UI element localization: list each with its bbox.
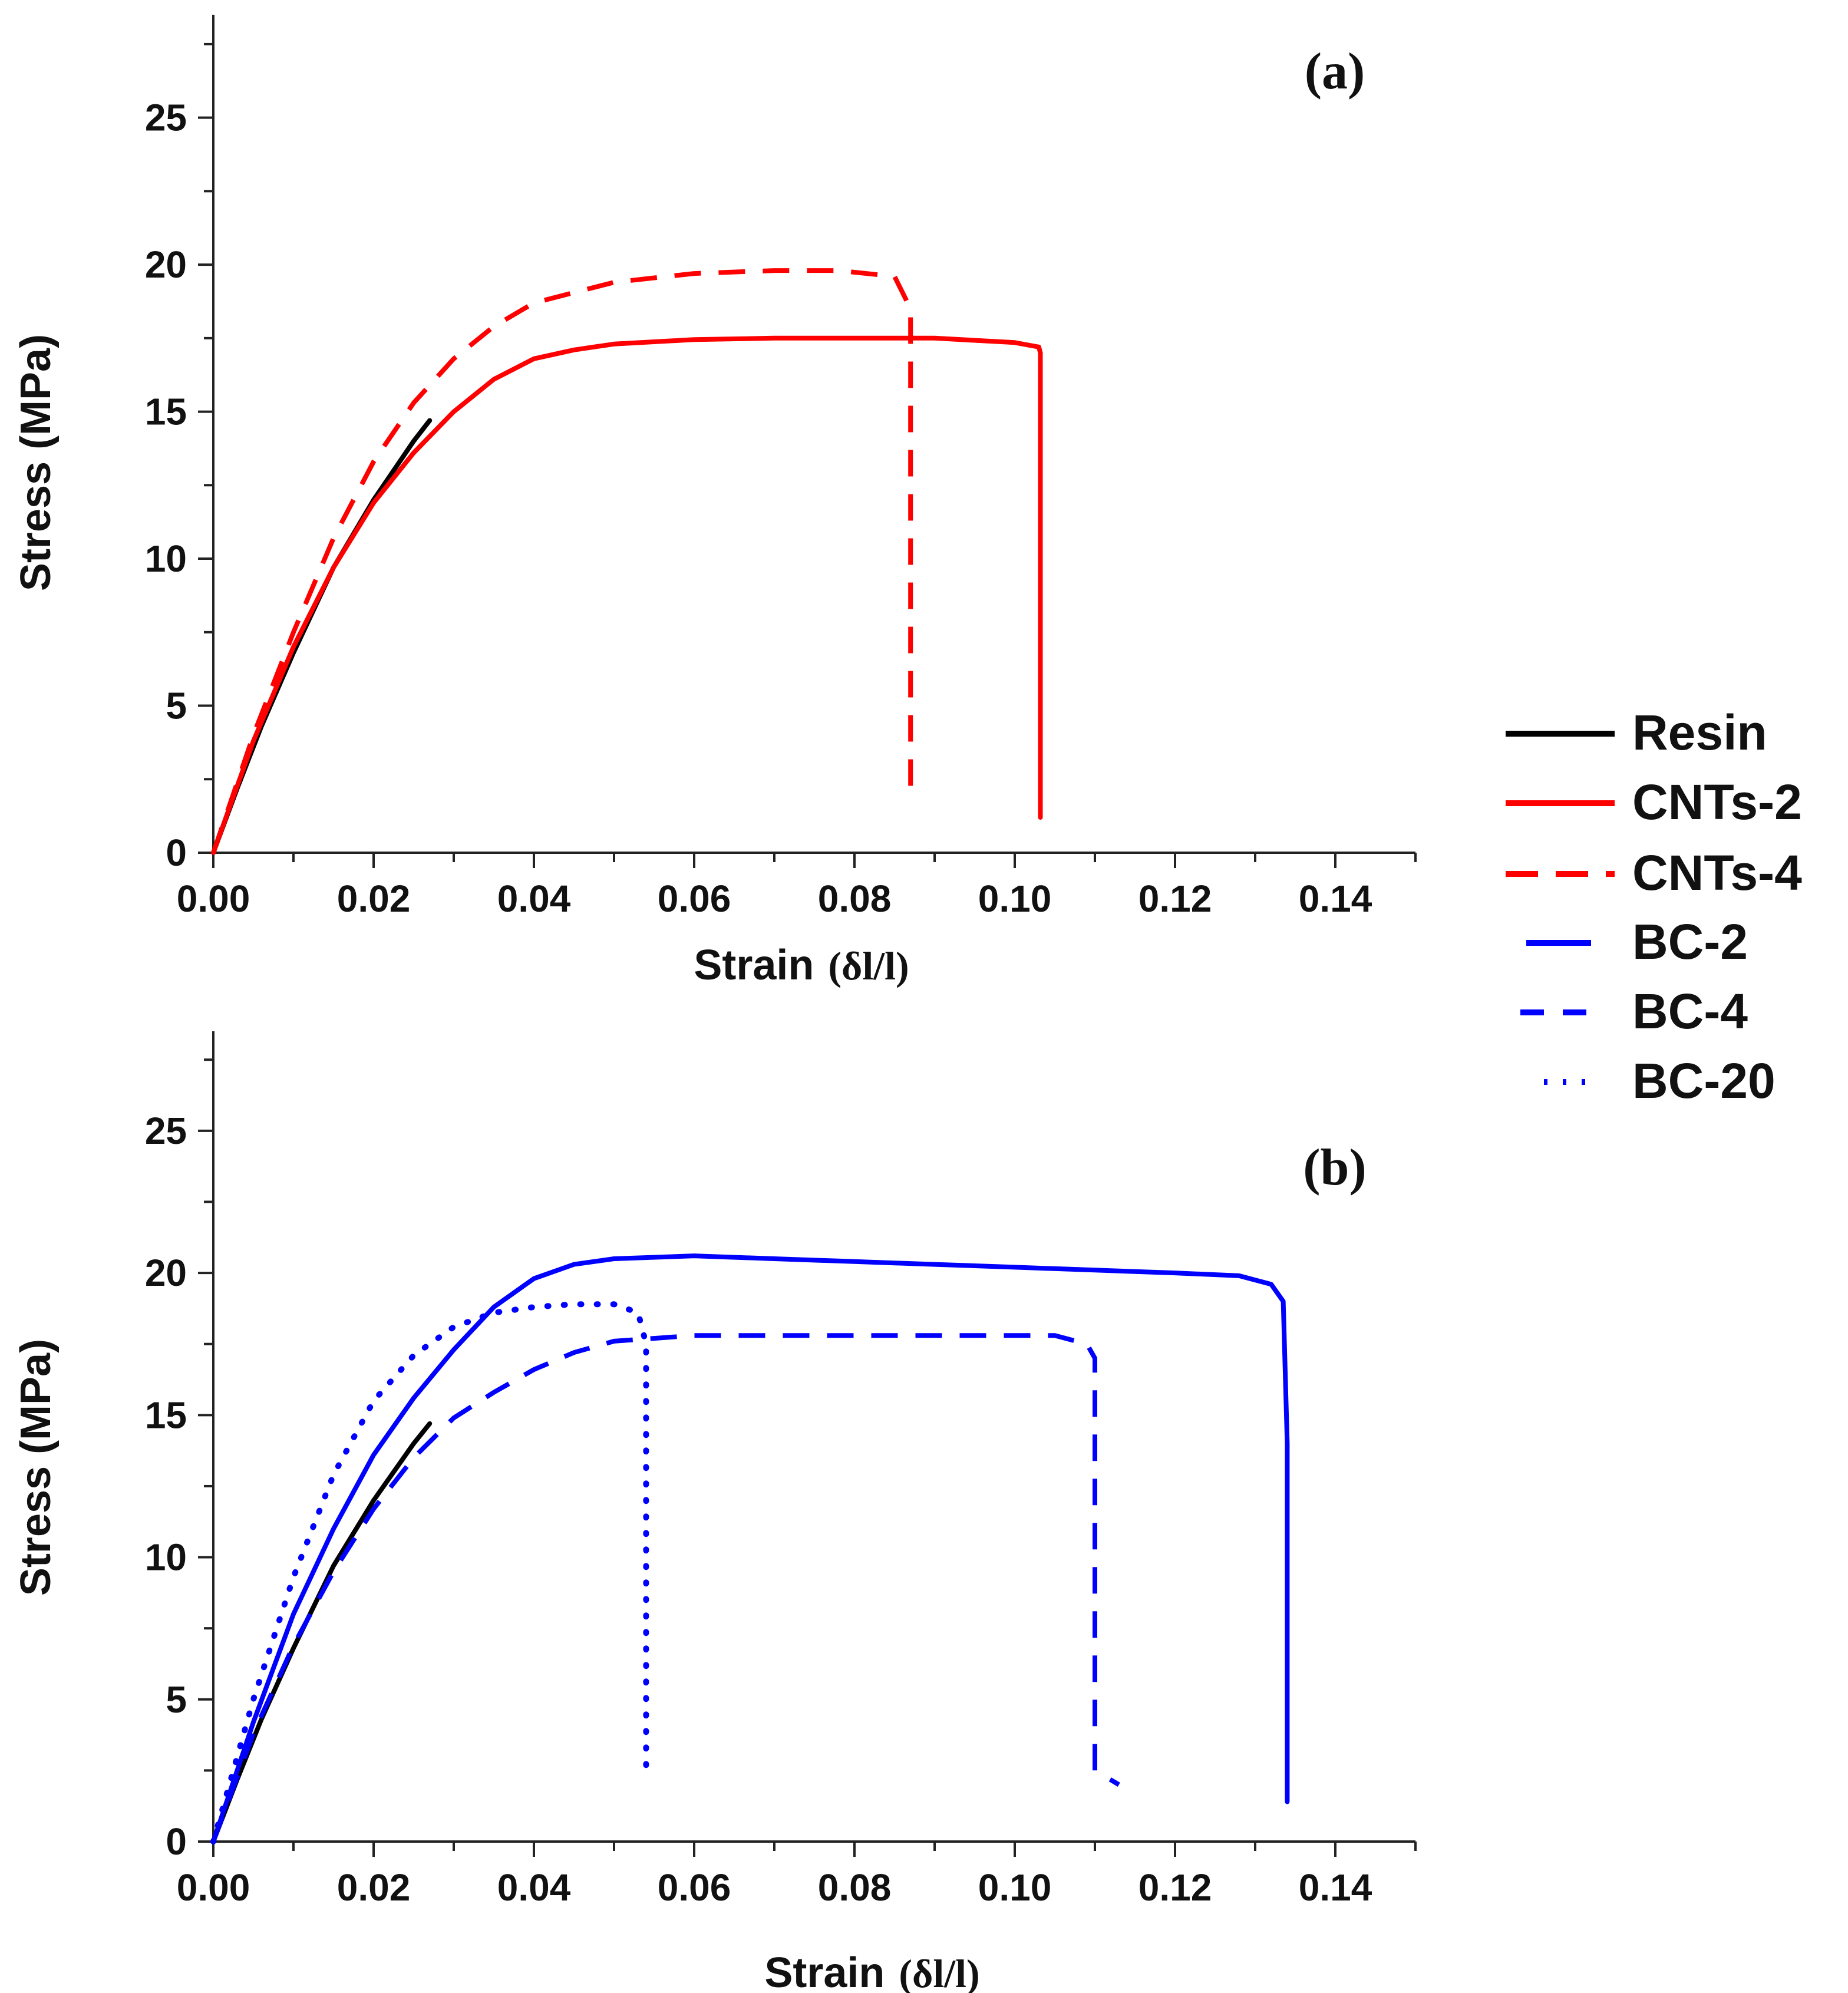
legend-item-resin: Resin bbox=[1506, 705, 1767, 760]
panel-a-y-tick-label: 20 bbox=[145, 243, 187, 286]
panel-a-x-tick-label: 0.00 bbox=[177, 877, 250, 920]
panel-b-series-resin bbox=[211, 1421, 433, 1844]
panel-b-x-tick-label: 0.10 bbox=[978, 1866, 1052, 1909]
legend-label-cnts-4: CNTs-4 bbox=[1632, 845, 1802, 900]
panel-a-xlabel-group: Strain (δl/l) bbox=[694, 942, 909, 989]
panel-b-series-bc-20 bbox=[210, 1301, 649, 1844]
panel-b-y-tick-label: 20 bbox=[145, 1252, 187, 1294]
panel-a-y-tick-label: 25 bbox=[145, 97, 187, 139]
legend-item-bc-2: BC-2 bbox=[1526, 914, 1748, 969]
panel-b-ylabel: Stress (MPa) bbox=[12, 1339, 60, 1596]
panel-a-x-tick-label: 0.04 bbox=[497, 877, 571, 920]
panel-b-y-tick-label: 25 bbox=[145, 1110, 187, 1152]
legend-label-resin: Resin bbox=[1632, 705, 1767, 760]
legend-item-cnts-2: CNTs-2 bbox=[1506, 774, 1802, 830]
panel-a-x-tick-label: 0.12 bbox=[1138, 877, 1212, 920]
panel-a-label: (a) bbox=[1305, 43, 1365, 100]
panel-b-xlabel-unit: (δl/l) bbox=[899, 1951, 979, 1993]
panel-a-x-tick-label: 0.02 bbox=[337, 877, 411, 920]
panel-a-x-tick-label: 0.10 bbox=[978, 877, 1052, 920]
panel-b-xlabel: Strain bbox=[764, 1949, 885, 1993]
panel-a-xlabel-unit: (δl/l) bbox=[828, 943, 909, 988]
legend-item-bc-20: BC-20 bbox=[1544, 1053, 1776, 1108]
panel-a-y-tick-label: 5 bbox=[166, 685, 187, 727]
panel-b-series-bc-2 bbox=[211, 1253, 1290, 1844]
panel-a-xlabel: Strain bbox=[694, 942, 814, 989]
panel-a-y-tick-label: 0 bbox=[166, 831, 187, 874]
panel-a-x-tick-label: 0.08 bbox=[818, 877, 892, 920]
panel-a-series-cnts-4 bbox=[211, 268, 913, 854]
panel-a-series bbox=[211, 268, 1043, 855]
legend-label-cnts-2: CNTs-2 bbox=[1632, 774, 1802, 830]
chart-panel-b: 0.00 0.02 0.04 0.06 0.08 0.10 0.12 0.14 0 5 10 15 20… bbox=[12, 1031, 1417, 1993]
panel-a-axes: 0.00 0.02 0.04 0.06 0.08 0.10 0.12 0.14 0 5 10 15 20… bbox=[145, 15, 1417, 920]
panel-b-x-tick-label: 0.04 bbox=[497, 1866, 571, 1909]
panel-b-x-tick-label: 0.06 bbox=[658, 1866, 731, 1909]
panel-b-series-bc-4 bbox=[211, 1333, 1120, 1843]
panel-a-series-cnts-2 bbox=[211, 335, 1043, 855]
panel-a-y-tick-label: 10 bbox=[145, 537, 187, 580]
panel-b-x-tick-label: 0.02 bbox=[337, 1866, 411, 1909]
panel-b-y-tick-label: 10 bbox=[145, 1536, 187, 1579]
legend: Resin CNTs-2 CNTs-4 BC-2 BC-4 BC-20 bbox=[1506, 705, 1802, 1108]
legend-label-bc-20: BC-20 bbox=[1632, 1053, 1776, 1108]
panel-b-axes: 0.00 0.02 0.04 0.06 0.08 0.10 0.12 0.14 0 5 10 15 20… bbox=[145, 1031, 1417, 1909]
panel-b-x-tick-label: 0.14 bbox=[1299, 1866, 1372, 1909]
panel-b-series bbox=[210, 1253, 1290, 1844]
legend-item-bc-4: BC-4 bbox=[1520, 984, 1748, 1039]
panel-a-y-tick-label: 15 bbox=[145, 391, 187, 433]
panel-a-x-tick-label: 0.14 bbox=[1299, 877, 1372, 920]
panel-b-x-tick-label: 0.12 bbox=[1138, 1866, 1212, 1909]
panel-b-y-tick-label: 0 bbox=[166, 1820, 187, 1863]
panel-b-label: (b) bbox=[1303, 1139, 1367, 1196]
chart-panel-a: 0.00 0.02 0.04 0.06 0.08 0.10 0.12 0.14 0 5 10 15 20… bbox=[12, 15, 1417, 989]
panel-b-y-tick-label: 15 bbox=[145, 1394, 187, 1436]
panel-b-y-tick-label: 5 bbox=[166, 1678, 187, 1721]
panel-b-x-tick-label: 0.00 bbox=[177, 1866, 250, 1909]
legend-label-bc-4: BC-4 bbox=[1632, 984, 1748, 1039]
panel-a-x-tick-label: 0.06 bbox=[658, 877, 731, 920]
panel-a-ylabel: Stress (MPa) bbox=[12, 334, 60, 591]
panel-b-xlabel-group: Strain (δl/l) bbox=[764, 1949, 979, 1993]
legend-label-bc-2: BC-2 bbox=[1632, 914, 1748, 969]
legend-item-cnts-4: CNTs-4 bbox=[1506, 845, 1802, 900]
panel-b-x-tick-label: 0.08 bbox=[818, 1866, 892, 1909]
